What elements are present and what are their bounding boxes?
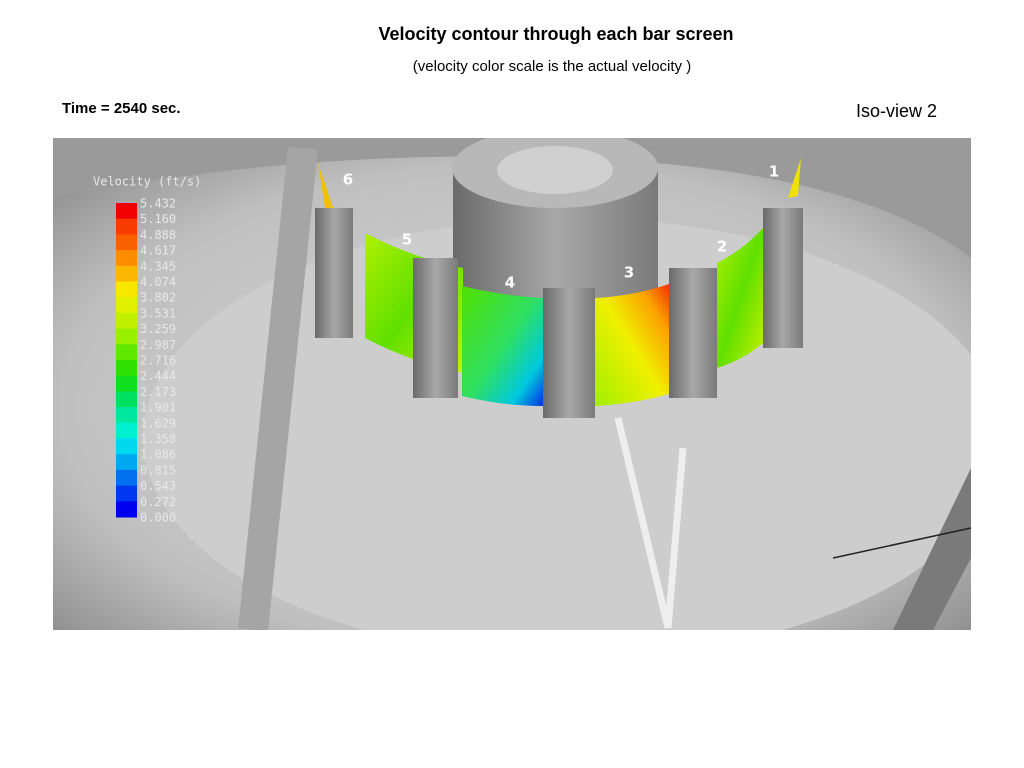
legend-tick-label: 3.802 [140,291,176,305]
edge-line [832,527,971,559]
time-label: Time = 2540 sec. [62,100,181,117]
screen-number: 5 [402,231,412,249]
outer-wall [53,138,971,258]
legend-swatch [116,485,137,502]
screen-number: 2 [717,238,727,256]
legend-swatch [116,250,137,267]
screen-4 [462,286,543,406]
screen-3 [595,284,669,406]
legend-tick-label: 0.272 [140,495,176,509]
legend-tick-label: 1.086 [140,448,176,462]
legend-tick-label: 1.901 [140,401,176,415]
legend-tick-label: 4.888 [140,228,176,242]
legend-swatch [116,469,137,487]
screen-1 [788,158,801,198]
screen-2 [717,228,763,368]
legend-tick-label: 0.815 [140,463,176,477]
slide-title: Velocity contour through each bar screen [378,24,734,44]
legend-tick-label: 2.987 [140,338,176,352]
legend-tick-label: 2.716 [140,354,176,368]
legend-tick-label: 4.074 [140,275,176,289]
legend-tick-label: 5.432 [140,197,176,211]
screen-number: 1 [769,163,779,181]
legend-tick-label: 3.531 [140,306,176,320]
legend-swatch [116,328,137,345]
legend-swatch [116,203,137,220]
screen-number: 6 [343,171,353,189]
legend-swatch [116,407,137,424]
legend-swatch [116,281,137,298]
legend-tick-label: 2.173 [140,385,176,399]
screen-6 [318,163,333,208]
legend-tick-label: 4.617 [140,244,176,258]
screen-number: 3 [624,264,634,282]
legend-swatch [116,234,137,251]
side-wall [893,468,971,630]
slide-subtitle: (velocity color scale is the actual velo… [412,58,692,75]
cylinder-inner [497,146,613,194]
legend-tick-label: 1.629 [140,416,176,430]
legend-tick-label: 2.444 [140,369,176,383]
legend-tick-label: 0.000 [140,511,176,525]
legend-tick-label: 0.543 [140,479,176,493]
view-label: Iso-view 2 [856,101,938,121]
legend-title: Velocity (ft/s) [93,175,201,189]
legend-tick-label: 1.358 [140,432,176,446]
screen-labels: 1 2 3 4 5 6 [343,163,779,292]
legend-tick-label: 4.345 [140,259,176,273]
legend-tick-label: 5.160 [140,212,176,226]
legend-swatch [116,438,137,455]
legend-swatch [116,501,137,518]
legend-swatch [116,312,137,330]
legend-swatch [116,391,137,408]
legend-swatch [116,454,137,471]
legend-tick-label: 3.259 [140,322,176,336]
screen-number: 4 [505,274,515,292]
ramp [238,146,318,630]
legend-swatch [116,265,137,282]
legend-swatch [116,422,137,439]
pillars [315,208,803,418]
legend-swatch [116,360,137,377]
legend-swatch [116,297,137,314]
legend-swatch [116,344,137,361]
legend-swatch [116,218,137,235]
legend-swatch [116,375,137,392]
weir [614,417,687,629]
